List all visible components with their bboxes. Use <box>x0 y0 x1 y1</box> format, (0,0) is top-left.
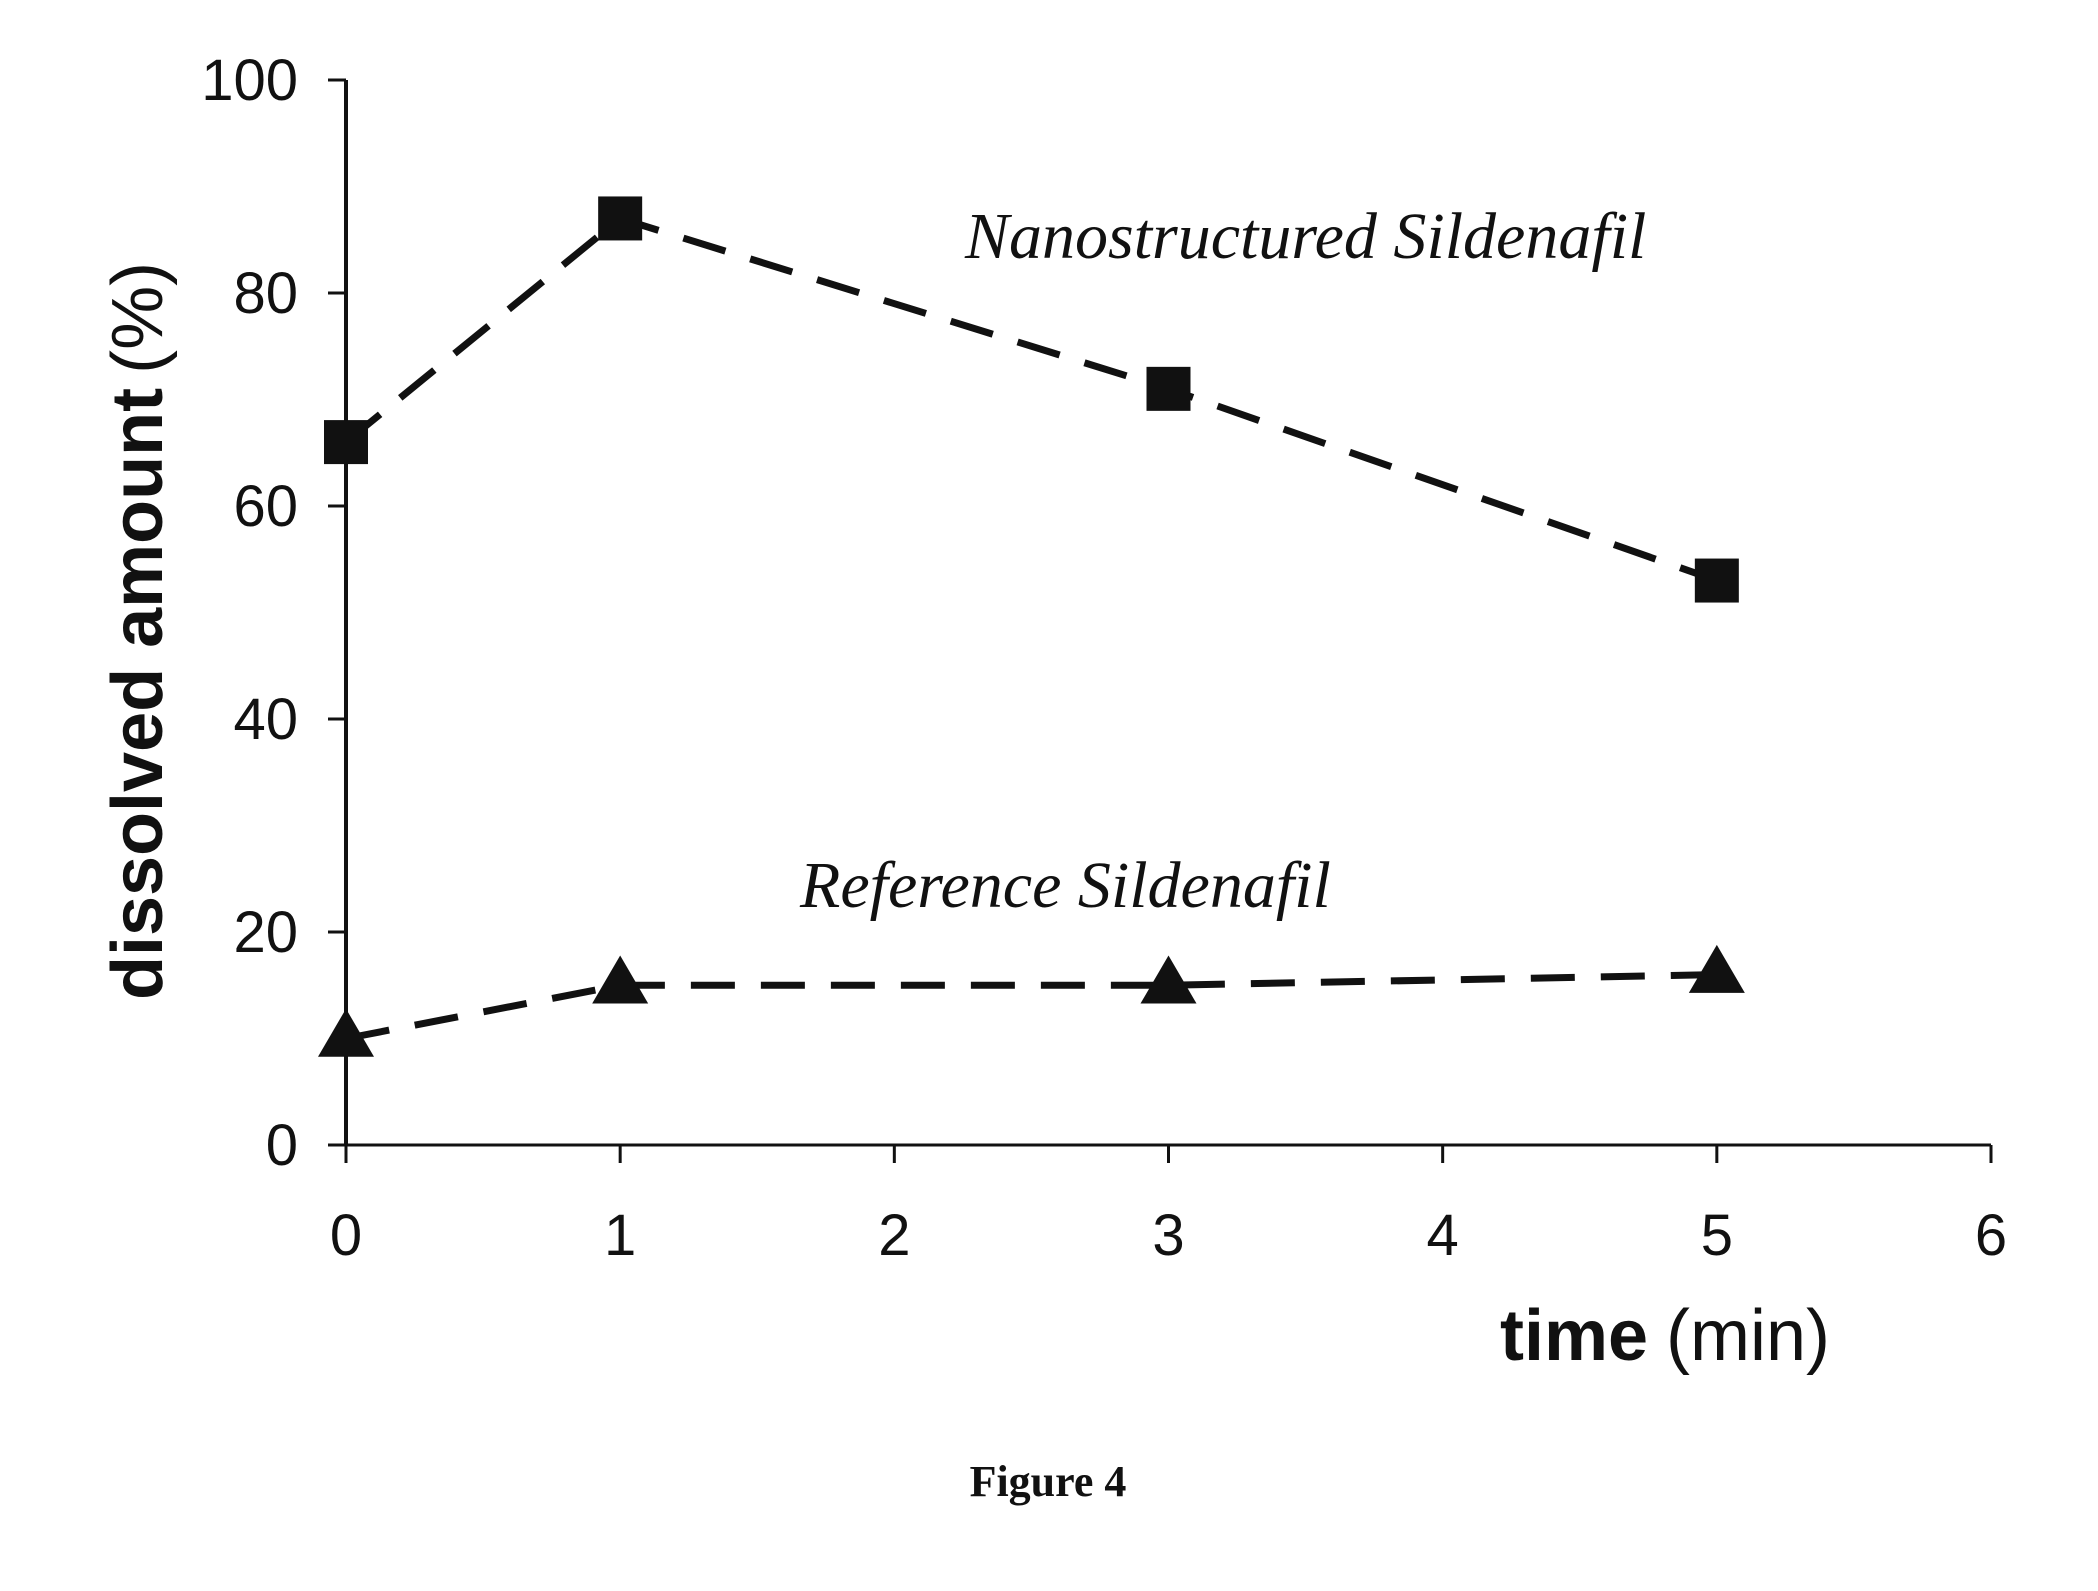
data-point-square <box>324 420 368 464</box>
series-line-reference <box>346 975 1717 1039</box>
series-label-reference: Reference Sildenafil <box>799 849 1331 922</box>
data-point-triangle <box>1141 955 1197 1003</box>
y-axis-title: dissolved amount (%) <box>98 262 178 1000</box>
x-axis-title-unit: (min) <box>1666 1296 1830 1376</box>
y-axis-title-unit: (%) <box>98 262 178 374</box>
x-axis-title: time(min) <box>1500 1296 1830 1376</box>
x-tick-label: 0 <box>330 1203 362 1268</box>
series-label-nanostructured: Nanostructured Sildenafil <box>964 200 1646 273</box>
data-point-square <box>1147 367 1191 411</box>
data-markers <box>318 196 1745 1056</box>
y-tick-label: 80 <box>233 261 298 326</box>
y-tick-label: 20 <box>233 900 298 965</box>
y-axis-title-main: dissolved amount <box>98 388 178 1000</box>
x-tick-label: 2 <box>878 1203 910 1268</box>
x-tick-label: 1 <box>604 1203 636 1268</box>
y-tick-label: 0 <box>266 1113 298 1178</box>
data-point-square <box>598 196 642 240</box>
x-axis-title-main: time <box>1500 1296 1648 1376</box>
x-tick-label: 6 <box>1975 1203 2007 1268</box>
data-point-triangle <box>1689 945 1745 993</box>
data-point-triangle <box>592 955 648 1003</box>
y-tick-label: 100 <box>201 48 298 113</box>
y-tick-label: 40 <box>233 687 298 752</box>
x-tick-label: 5 <box>1701 1203 1733 1268</box>
figure-caption: Figure 4 <box>970 1457 1127 1506</box>
x-tick-label: 4 <box>1427 1203 1459 1268</box>
x-tick-label: 3 <box>1152 1203 1184 1268</box>
data-point-square <box>1695 559 1739 603</box>
y-tick-label: 60 <box>233 474 298 539</box>
